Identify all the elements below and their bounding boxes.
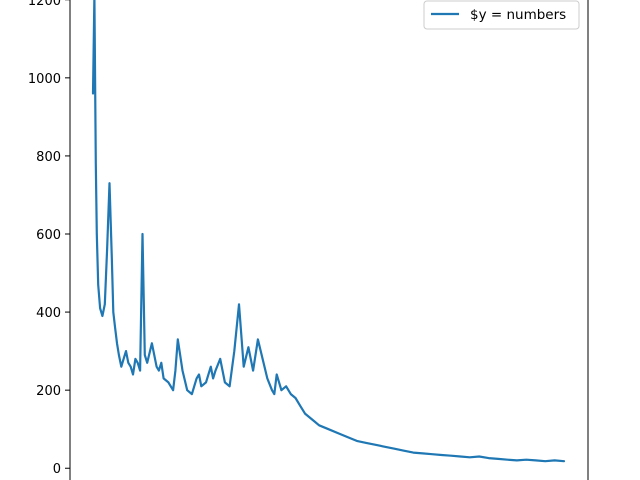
legend: $y = numbers: [423, 0, 580, 30]
y-tick-label: 800: [36, 150, 61, 165]
y-tick-label: 200: [36, 384, 61, 399]
series-line: [91, 0, 566, 463]
y-axis: 0 200 400 600 800 1000 1200: [28, 0, 589, 480]
plot-area: [91, 0, 566, 463]
y-tick-label: 0: [53, 462, 61, 477]
y-tick-label: 1000: [28, 72, 61, 87]
legend-label: $y = numbers: [470, 7, 566, 23]
y-tick-label: 1200: [28, 0, 61, 9]
legend-box: [423, 0, 580, 30]
y-tick-label: 600: [36, 228, 61, 243]
y-tick-label: 400: [36, 306, 61, 321]
